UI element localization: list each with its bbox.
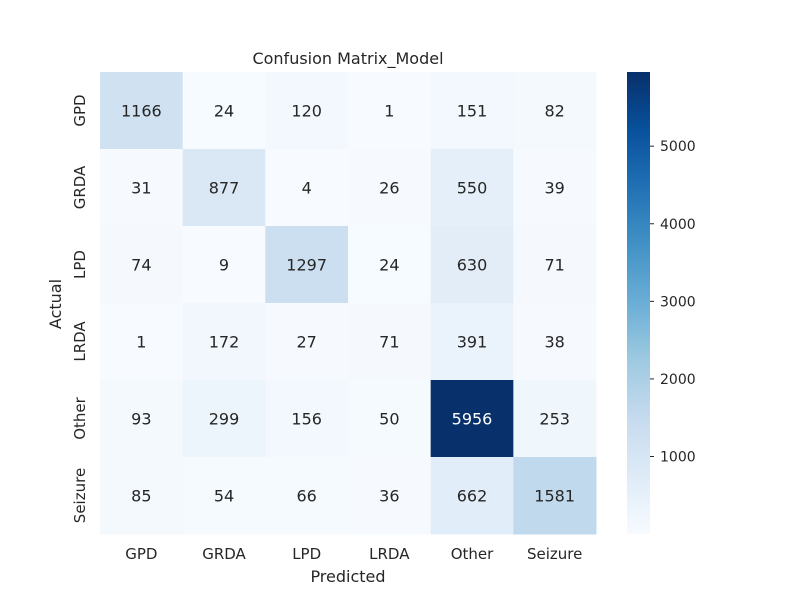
cell-value-label: 26 — [379, 179, 399, 198]
heatmap-cell — [348, 380, 432, 458]
heatmap-cell — [265, 457, 349, 535]
cell-value-label: 54 — [214, 487, 234, 506]
y-tick-labels: GPD GRDA LPD LRDA Other Seizure — [71, 94, 89, 523]
cell-value-label: 71 — [379, 333, 399, 352]
heatmap-cell — [265, 72, 349, 150]
y-tick-label: LPD — [71, 250, 89, 279]
cell-value-label: 299 — [209, 410, 240, 429]
cell-value-label: 66 — [296, 487, 316, 506]
cell-value-label: 156 — [291, 410, 322, 429]
x-tick-labels: GPD GRDA LPD LRDA Other Seizure — [125, 545, 582, 563]
heatmap-cell — [513, 457, 597, 535]
colorbar: 1000 2000 3000 4000 5000 — [627, 72, 696, 534]
cell-value-label: 4 — [302, 179, 312, 198]
heatmap-cell — [348, 72, 432, 150]
heatmap-cell — [430, 457, 514, 535]
heatmap-cell — [513, 380, 597, 458]
cell-value-label: 9 — [219, 256, 229, 275]
cell-value-label: 253 — [539, 410, 570, 429]
heatmap-cell — [513, 149, 597, 227]
y-tick-label: LRDA — [71, 321, 89, 362]
heatmap-cell — [100, 380, 184, 458]
heatmap-cell — [430, 380, 514, 458]
y-axis-label: Actual — [46, 279, 65, 329]
cell-value-label: 1 — [136, 333, 146, 352]
cell-value-label: 24 — [379, 256, 399, 275]
x-tick-label: GPD — [125, 545, 157, 563]
heatmap-cell — [100, 226, 184, 304]
heatmap-cell — [265, 380, 349, 458]
heatmap-cell — [182, 72, 266, 150]
heatmap-cell — [182, 457, 266, 535]
heatmap-cell — [182, 380, 266, 458]
cell-value-label: 120 — [291, 102, 322, 121]
y-tick-label: GRDA — [71, 165, 89, 209]
colorbar-gradient — [627, 72, 650, 534]
cell-value-label: 151 — [457, 102, 488, 121]
x-tick-label: Other — [451, 545, 494, 563]
heatmap-cell — [265, 149, 349, 227]
heatmap-cell — [430, 226, 514, 304]
heatmap-cell — [513, 226, 597, 304]
cell-value-label: 662 — [457, 487, 488, 506]
heatmap-cell — [348, 457, 432, 535]
heatmap-cell — [430, 303, 514, 381]
heatmap-cell — [430, 149, 514, 227]
cell-value-label: 172 — [209, 333, 240, 352]
cell-value-label: 31 — [131, 179, 151, 198]
heatmap-cell — [182, 303, 266, 381]
x-tick-label: LPD — [292, 545, 321, 563]
cell-value-label: 1 — [384, 102, 394, 121]
cell-value-label: 877 — [209, 179, 240, 198]
cell-value-label: 27 — [296, 333, 316, 352]
colorbar-tick-label: 4000 — [660, 217, 696, 233]
cell-value-label: 71 — [544, 256, 564, 275]
cell-value-label: 36 — [379, 487, 399, 506]
cell-value-label: 50 — [379, 410, 399, 429]
cell-value-label: 39 — [544, 179, 564, 198]
cell-value-label: 1581 — [534, 487, 575, 506]
heatmap-cell — [100, 457, 184, 535]
heatmap-cell — [182, 226, 266, 304]
heatmap-cell — [265, 303, 349, 381]
y-tick-label: Other — [71, 396, 89, 439]
heatmap-cell — [100, 72, 184, 150]
cell-value-label: 550 — [457, 179, 488, 198]
cell-value-label: 5956 — [452, 410, 493, 429]
heatmap-cell — [100, 303, 184, 381]
heatmap-cell — [265, 226, 349, 304]
colorbar-tick-label: 2000 — [660, 372, 696, 388]
x-axis-label: Predicted — [310, 567, 385, 586]
heatmap-cells: 1166 24 120 1 151 82 31 877 4 26 550 39 74 9 1297 24 630… — [100, 72, 597, 535]
heatmap-cell — [100, 149, 184, 227]
heatmap-cell — [348, 303, 432, 381]
heatmap-cell — [430, 72, 514, 150]
chart-title: Confusion Matrix_Model — [252, 49, 443, 69]
heatmap-cell — [348, 149, 432, 227]
heatmap-cell — [513, 72, 597, 150]
heatmap-cell — [182, 149, 266, 227]
y-tick-label: Seizure — [71, 468, 89, 523]
cell-value-label: 24 — [214, 102, 234, 121]
cell-value-label: 85 — [131, 487, 151, 506]
cell-value-label: 93 — [131, 410, 151, 429]
x-tick-label: GRDA — [202, 545, 246, 563]
x-tick-label: Seizure — [527, 545, 582, 563]
cell-value-label: 1297 — [286, 256, 327, 275]
colorbar-tick-label: 5000 — [660, 139, 696, 155]
y-tick-label: GPD — [71, 94, 89, 126]
heatmap-cell — [513, 303, 597, 381]
cell-value-label: 1166 — [121, 102, 162, 121]
cell-value-label: 391 — [457, 333, 488, 352]
heatmap-cell — [348, 226, 432, 304]
colorbar-tick-label: 3000 — [660, 294, 696, 310]
cell-value-label: 38 — [544, 333, 564, 352]
colorbar-tick-label: 1000 — [660, 449, 696, 465]
cell-value-label: 74 — [131, 256, 151, 275]
cell-value-label: 630 — [457, 256, 488, 275]
x-tick-label: LRDA — [369, 545, 410, 563]
cell-value-label: 82 — [544, 102, 564, 121]
